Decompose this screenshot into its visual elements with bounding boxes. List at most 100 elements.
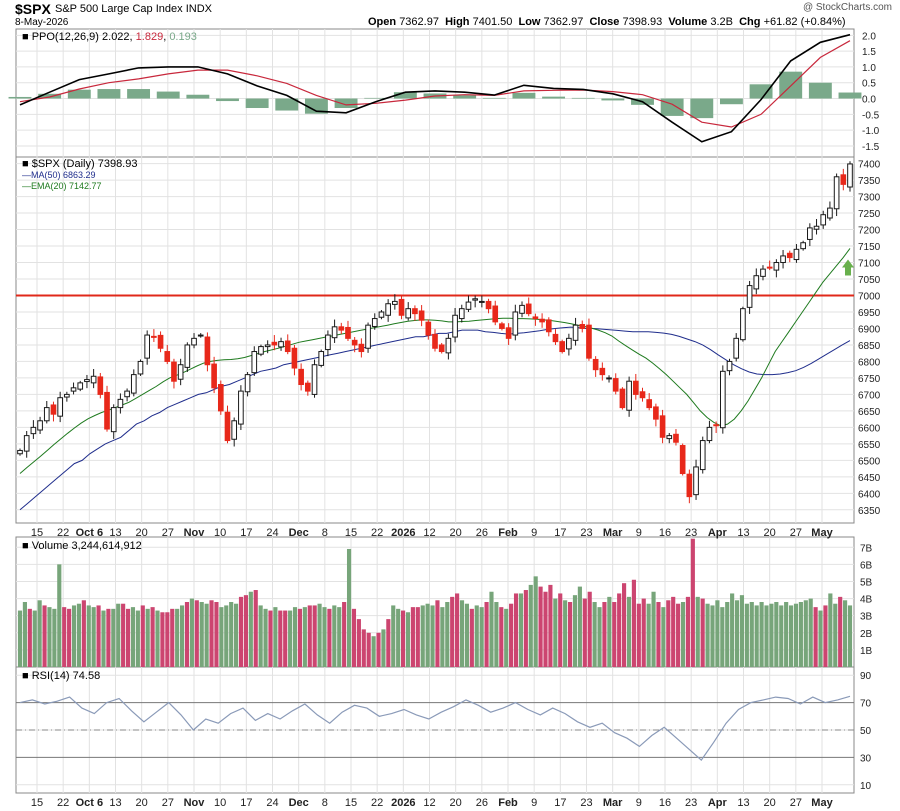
candle-body xyxy=(646,399,653,409)
volume-bar xyxy=(725,602,730,667)
volume-bar xyxy=(754,605,759,667)
x-tick-label-bottom: 17 xyxy=(240,797,252,809)
candle-body xyxy=(659,415,666,438)
x-tick-label: Apr xyxy=(708,527,728,539)
open-value: 7362.97 xyxy=(399,16,439,28)
candle-body xyxy=(278,341,284,348)
candle-body xyxy=(244,374,251,393)
volume-y-tick: 2B xyxy=(860,629,873,640)
x-tick-label: May xyxy=(811,527,833,539)
ppo-histogram-bar xyxy=(186,94,210,99)
rsi-y-tick: 90 xyxy=(860,671,872,682)
volume-bar xyxy=(499,607,504,667)
candle-body xyxy=(438,344,445,353)
x-tick-label: 22 xyxy=(371,527,383,539)
ppo-legend: ■ PPO(12,26,9) 2.022, 1.829, 0.193 xyxy=(22,31,197,43)
price-y-tick: 7350 xyxy=(858,176,881,187)
x-tick-label: 17 xyxy=(554,527,566,539)
price-y-tick: 6450 xyxy=(858,473,881,484)
volume-bar xyxy=(700,598,705,667)
volume-bar xyxy=(121,603,126,667)
candle-body xyxy=(733,337,740,359)
candle-body xyxy=(445,337,452,354)
candle-body xyxy=(653,406,659,420)
volume-bar xyxy=(391,605,396,667)
candle-body xyxy=(499,323,505,329)
candle-body xyxy=(124,390,130,398)
price-y-tick: 7300 xyxy=(858,193,881,204)
candle-body xyxy=(632,380,639,395)
ppo-y-tick: 0.5 xyxy=(862,79,876,90)
x-tick-label-bottom: 27 xyxy=(790,797,802,809)
candle-body xyxy=(70,387,77,392)
volume-bar xyxy=(342,602,347,667)
volume-bar xyxy=(690,538,695,667)
x-tick-label: 16 xyxy=(659,527,671,539)
volume-bar xyxy=(553,598,558,667)
candle-body xyxy=(512,311,519,336)
volume-bar xyxy=(150,607,155,667)
candle-body xyxy=(492,305,499,323)
candle-body xyxy=(130,374,137,394)
candle-body xyxy=(606,377,612,380)
ohlc-summary: Open 7362.97 High 7401.50 Low 7362.97 Cl… xyxy=(368,16,846,28)
volume-bar xyxy=(558,593,563,667)
candle-body xyxy=(238,390,244,425)
x-tick-label: Nov xyxy=(184,527,206,539)
high-value: 7401.50 xyxy=(472,16,513,28)
x-tick-label-bottom: 13 xyxy=(737,797,749,809)
x-tick-label: 22 xyxy=(57,527,69,539)
x-tick-label-bottom: 10 xyxy=(214,797,226,809)
candle-body xyxy=(97,376,104,395)
candle-body xyxy=(405,308,412,319)
x-tick-label: 13 xyxy=(737,527,749,539)
ppo-histogram-bar xyxy=(38,93,62,99)
ticker-symbol[interactable]: $SPX xyxy=(15,1,51,17)
price-y-tick: 6850 xyxy=(858,341,881,352)
close-label: Close xyxy=(589,16,620,28)
candle-body xyxy=(740,308,746,341)
candle-body xyxy=(719,370,726,429)
ppo-histogram-bar xyxy=(304,98,328,114)
volume-bar xyxy=(312,605,317,667)
volume-y-tick: 4B xyxy=(860,595,873,606)
rsi-legend: ■ RSI(14) 74.58 xyxy=(22,670,100,682)
candle-body xyxy=(566,337,572,350)
index-name: S&P 500 Large Cap Index xyxy=(55,3,183,15)
volume-bar xyxy=(587,591,592,667)
x-tick-label-bottom: 2026 xyxy=(391,797,415,809)
price-y-tick: 6950 xyxy=(858,308,881,319)
volume-bar xyxy=(592,602,597,667)
candle-body xyxy=(184,344,191,368)
candle-body xyxy=(398,298,405,316)
volume-bar xyxy=(671,596,676,667)
volume-bar xyxy=(67,608,72,667)
ppo-y-tick: 0.0 xyxy=(862,95,876,106)
x-tick-label: 15 xyxy=(345,527,357,539)
price-y-tick: 6350 xyxy=(858,506,881,517)
candle-body xyxy=(371,318,378,327)
volume-bar xyxy=(646,603,651,667)
volume-bar xyxy=(209,600,214,667)
candle-body xyxy=(699,440,706,471)
candle-body xyxy=(673,433,679,443)
low-value: 7362.97 xyxy=(543,16,584,28)
price-y-tick: 6900 xyxy=(858,324,881,335)
x-tick-label-bottom: 27 xyxy=(162,797,174,809)
candle-body xyxy=(425,321,432,336)
price-y-tick: 7000 xyxy=(858,291,881,302)
candle-body xyxy=(619,388,626,409)
candle-body xyxy=(385,303,391,316)
volume-bar xyxy=(17,610,23,667)
candle-body xyxy=(847,163,853,188)
rsi-y-tick: 30 xyxy=(860,753,872,764)
x-tick-label: 26 xyxy=(476,527,488,539)
candle-body xyxy=(351,339,358,346)
volume-bar xyxy=(518,593,524,667)
candle-body xyxy=(37,420,43,431)
volume-bar xyxy=(622,583,627,667)
volume-bar xyxy=(764,605,769,667)
candle-body xyxy=(90,375,97,384)
ppo-histogram-bar xyxy=(690,98,714,119)
